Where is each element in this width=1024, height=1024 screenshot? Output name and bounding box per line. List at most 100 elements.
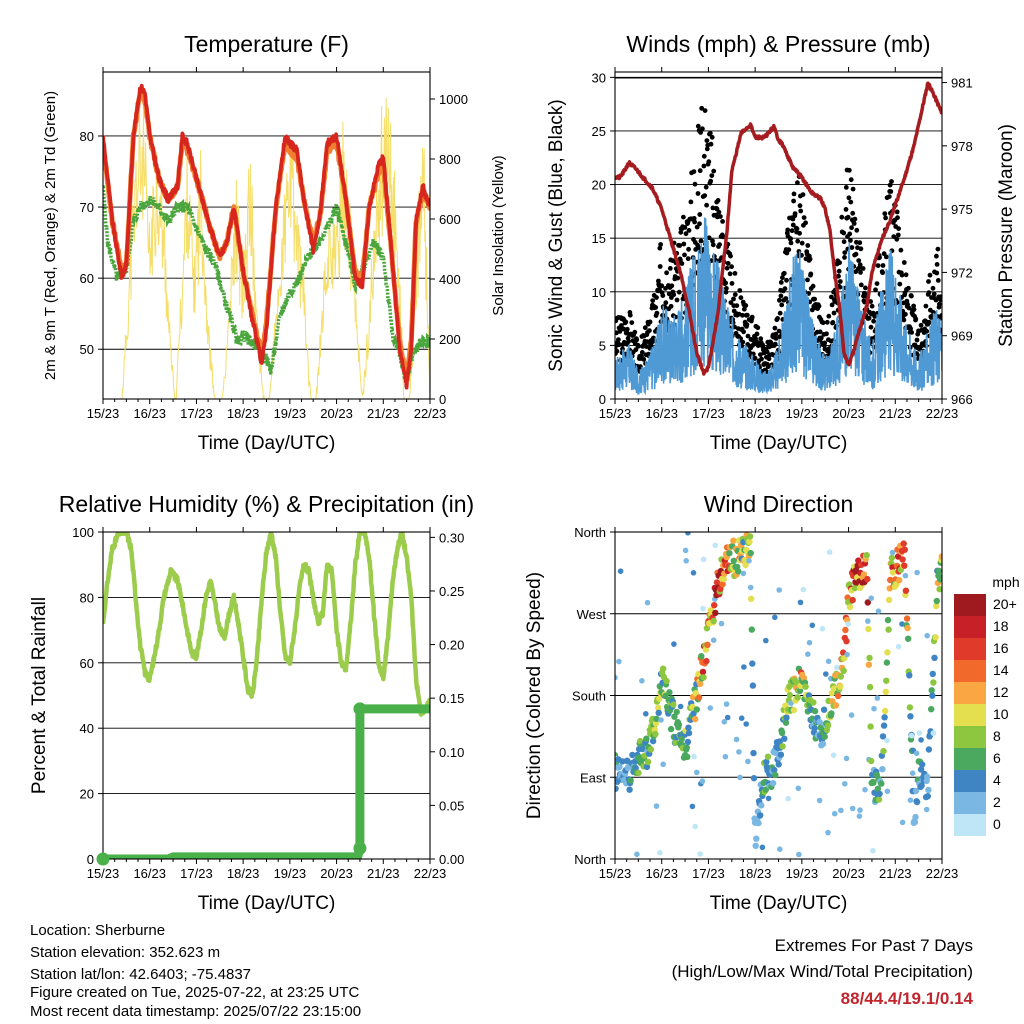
direction-point [785, 795, 791, 802]
series-station-pressure [615, 81, 942, 376]
direction-point [702, 646, 709, 653]
plot-area [615, 532, 942, 858]
direction-point [786, 691, 794, 699]
direction-point [755, 819, 762, 827]
extremes-title: Extremes For Past 7 Days [774, 936, 973, 955]
gust-point [706, 235, 712, 241]
direction-point [707, 705, 714, 711]
gust-point [848, 199, 854, 205]
gust-point [704, 138, 710, 144]
direction-point [670, 701, 677, 708]
colorbar-swatch [954, 792, 986, 814]
direction-point [700, 556, 707, 563]
gust-point [624, 326, 630, 332]
direction-point [929, 670, 936, 678]
direction-point [759, 844, 766, 851]
direction-point [862, 786, 868, 793]
direction-point [879, 733, 887, 740]
gust-point [852, 216, 858, 222]
gust-point [616, 337, 621, 342]
direction-point [634, 851, 640, 858]
gust-point [837, 279, 843, 284]
direction-point [924, 773, 931, 780]
direction-point [882, 707, 889, 715]
y2-tick-label: 0.15 [439, 691, 464, 706]
direction-point [830, 752, 837, 758]
direction-point [764, 753, 772, 760]
gust-point [903, 311, 908, 317]
gust-point [924, 328, 930, 334]
direction-point [821, 733, 828, 740]
y2-tick-label: 600 [439, 212, 461, 227]
y2-tick-label: 975 [951, 202, 973, 217]
gust-point [858, 270, 863, 275]
direction-point [775, 761, 782, 768]
direction-point [710, 617, 717, 625]
gust-point [869, 303, 875, 309]
gust-point [708, 178, 714, 184]
gust-point [836, 273, 841, 279]
gust-point [754, 331, 760, 337]
gust-point [745, 333, 751, 339]
direction-point [908, 732, 915, 739]
direction-point [901, 562, 908, 569]
extremes-values: 88/44.4/19.1/0.14 [840, 989, 973, 1008]
direction-point [837, 673, 845, 680]
direction-point [667, 725, 675, 733]
direction-point [724, 714, 731, 721]
x-tick-label: 18/23 [227, 866, 260, 881]
direction-point [932, 634, 939, 641]
direction-point [907, 797, 914, 803]
y2-tick-label: 966 [951, 392, 973, 407]
gust-point [849, 245, 855, 250]
gust-point [792, 211, 798, 217]
gust-point [824, 319, 830, 325]
direction-point [881, 714, 888, 721]
gust-point [898, 247, 904, 253]
direction-point [704, 641, 711, 648]
gust-point [808, 271, 814, 277]
gust-point [758, 352, 763, 357]
direction-point [924, 632, 930, 639]
direction-point [913, 750, 920, 757]
gust-point [619, 323, 624, 328]
y2-tick-label: 0 [439, 392, 446, 407]
gust-point [776, 328, 782, 334]
direction-point [635, 769, 642, 777]
gust-point [701, 163, 707, 169]
gust-point [831, 310, 837, 316]
gust-point [895, 215, 900, 221]
direction-point [771, 766, 778, 774]
gust-point [843, 207, 849, 212]
gust-point [850, 186, 856, 192]
direction-point [692, 823, 698, 830]
direction-point [741, 664, 747, 670]
gust-point [740, 312, 745, 318]
gust-point [822, 340, 828, 346]
precip-event-point [353, 702, 367, 716]
x-tick-label: 17/23 [692, 866, 725, 881]
direction-point [930, 679, 937, 686]
gust-point [934, 253, 939, 259]
gust-point [709, 134, 715, 140]
direction-point [826, 549, 833, 555]
direction-point [866, 683, 874, 691]
direction-point [883, 677, 890, 684]
direction-point [743, 721, 749, 727]
gust-point [682, 225, 688, 230]
direction-point [694, 769, 700, 776]
y2-tick-label: 969 [951, 329, 973, 344]
y-tick-label: East [580, 770, 606, 785]
gust-point [710, 242, 716, 248]
gust-point [797, 203, 803, 209]
direction-point [746, 558, 752, 564]
gust-point [621, 326, 626, 332]
direction-point [736, 749, 742, 755]
direction-point [718, 620, 725, 627]
gust-point [858, 282, 864, 288]
direction-point [763, 637, 769, 644]
gust-point [697, 212, 703, 217]
direction-point [800, 586, 807, 593]
gust-point [729, 281, 735, 286]
gust-point [894, 209, 900, 215]
